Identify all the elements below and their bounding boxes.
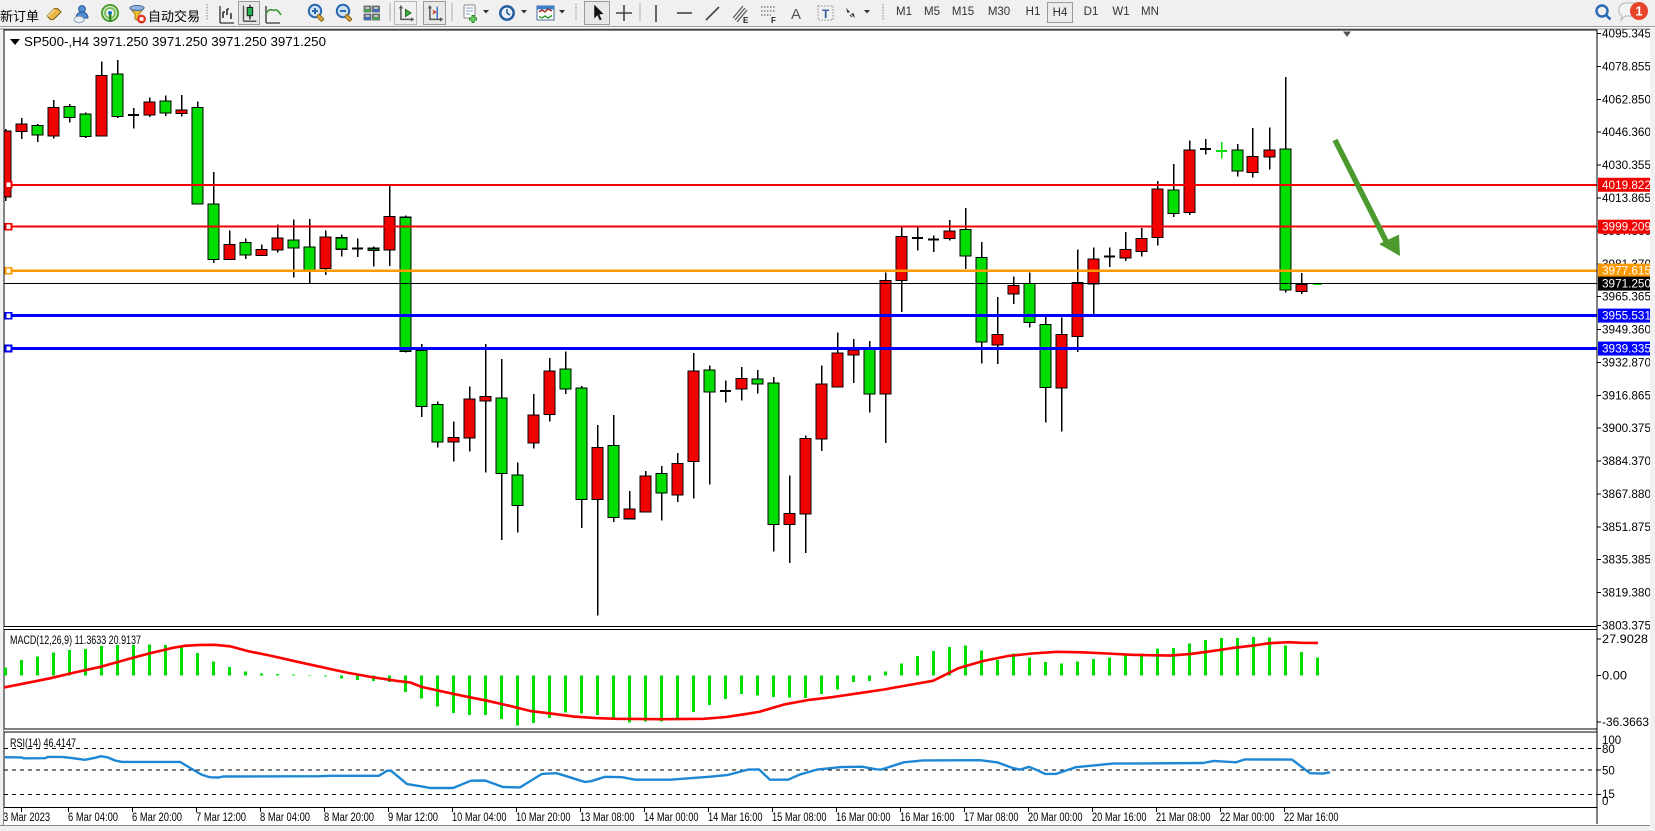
svg-text:3884.370: 3884.370: [1602, 456, 1651, 468]
svg-text:20 Mar 00:00: 20 Mar 00:00: [1028, 812, 1083, 824]
svg-text:3971.250: 3971.250: [1602, 279, 1651, 291]
svg-text:3949.360: 3949.360: [1602, 325, 1651, 337]
svg-text:10 Mar 20:00: 10 Mar 20:00: [516, 812, 571, 824]
svg-text:16 Mar 00:00: 16 Mar 00:00: [836, 812, 891, 824]
svg-text:4062.850: 4062.850: [1602, 94, 1651, 106]
svg-text:9 Mar 12:00: 9 Mar 12:00: [388, 812, 438, 824]
svg-text:3 Mar 2023: 3 Mar 2023: [3, 812, 50, 824]
svg-text:3851.875: 3851.875: [1602, 522, 1651, 534]
svg-text:3977.615: 3977.615: [1602, 266, 1651, 278]
svg-text:22 Mar 00:00: 22 Mar 00:00: [1220, 812, 1275, 824]
svg-text:3999.209: 3999.209: [1602, 222, 1651, 234]
svg-text:4013.865: 4013.865: [1602, 193, 1651, 205]
svg-text:7 Mar 12:00: 7 Mar 12:00: [196, 812, 246, 824]
svg-text:0: 0: [1602, 796, 1608, 808]
svg-text:4078.855: 4078.855: [1602, 61, 1651, 73]
svg-text:8 Mar 04:00: 8 Mar 04:00: [260, 812, 310, 824]
svg-text:3835.385: 3835.385: [1602, 555, 1651, 567]
svg-text:3939.335: 3939.335: [1602, 344, 1651, 356]
svg-text:100: 100: [1602, 735, 1621, 747]
svg-text:14 Mar 16:00: 14 Mar 16:00: [708, 812, 763, 824]
svg-text:27.9028: 27.9028: [1602, 634, 1648, 646]
svg-text:4046.360: 4046.360: [1602, 127, 1651, 139]
svg-text:3867.880: 3867.880: [1602, 489, 1651, 501]
svg-text:3819.380: 3819.380: [1602, 588, 1651, 600]
svg-text:3932.870: 3932.870: [1602, 357, 1651, 369]
svg-text:16 Mar 16:00: 16 Mar 16:00: [900, 812, 955, 824]
svg-text:SP500-,H4 3971.250 3971.250 3: SP500-,H4 3971.250 3971.250 3971.250 397…: [24, 35, 326, 49]
svg-text:8 Mar 20:00: 8 Mar 20:00: [324, 812, 374, 824]
svg-text:F: F: [771, 16, 776, 25]
svg-text:RSI(14) 46.4147: RSI(14) 46.4147: [10, 738, 76, 750]
svg-text:6 Mar 04:00: 6 Mar 04:00: [68, 812, 118, 824]
svg-text:14 Mar 00:00: 14 Mar 00:00: [644, 812, 699, 824]
svg-text:3965.365: 3965.365: [1602, 292, 1651, 304]
svg-text:50: 50: [1602, 766, 1615, 778]
svg-text:22 Mar 16:00: 22 Mar 16:00: [1284, 812, 1339, 824]
svg-text:3900.375: 3900.375: [1602, 423, 1651, 435]
svg-text:13 Mar 08:00: 13 Mar 08:00: [580, 812, 635, 824]
svg-text:3803.375: 3803.375: [1602, 620, 1651, 632]
svg-text:3916.865: 3916.865: [1602, 390, 1651, 402]
svg-text:MACD(12,26,9) 11.3633 20.9137: MACD(12,26,9) 11.3633 20.9137: [10, 635, 141, 647]
svg-text:1: 1: [1635, 4, 1642, 19]
svg-text:21 Mar 08:00: 21 Mar 08:00: [1156, 812, 1211, 824]
svg-text:T: T: [822, 7, 830, 21]
svg-text:6 Mar 20:00: 6 Mar 20:00: [132, 812, 182, 824]
svg-text:0.00: 0.00: [1602, 670, 1627, 682]
svg-text:15: 15: [1602, 789, 1615, 801]
svg-text:10 Mar 04:00: 10 Mar 04:00: [452, 812, 507, 824]
svg-text:4095.345: 4095.345: [1602, 29, 1651, 41]
svg-text:20 Mar 16:00: 20 Mar 16:00: [1092, 812, 1147, 824]
svg-text:80: 80: [1602, 744, 1615, 756]
svg-text:15 Mar 08:00: 15 Mar 08:00: [772, 812, 827, 824]
svg-text:E: E: [743, 16, 749, 25]
svg-text:3955.531: 3955.531: [1602, 311, 1651, 323]
svg-text:-36.3663: -36.3663: [1602, 717, 1649, 729]
svg-text:4019.822: 4019.822: [1602, 180, 1651, 192]
svg-text:4030.355: 4030.355: [1602, 160, 1651, 172]
svg-text:17 Mar 08:00: 17 Mar 08:00: [964, 812, 1019, 824]
svg-text:A: A: [791, 6, 801, 23]
